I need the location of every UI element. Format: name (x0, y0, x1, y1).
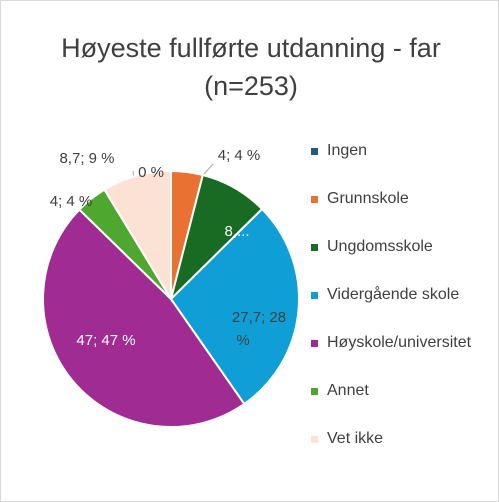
legend-item: Annet (311, 380, 477, 402)
legend-swatch (311, 148, 318, 155)
legend-swatch (311, 436, 318, 443)
pie-slice (103, 169, 172, 303)
data-label: 0 % (138, 164, 164, 181)
legend-label: Annet (327, 382, 369, 399)
data-label: 8,7; 9 % (59, 150, 114, 167)
data-label: 4; 4 % (218, 147, 261, 164)
legend-label: Ungdomsskole (327, 238, 433, 255)
data-label: 47; 47 % (76, 332, 135, 349)
legend-item: Høyskole/universitet (311, 332, 477, 354)
data-label-line: % (236, 332, 249, 349)
legend-label: Høyskole/universitet (327, 334, 472, 351)
pie-slice (42, 208, 246, 428)
legend-swatch (311, 244, 318, 251)
legend-label: Vet ikke (327, 430, 384, 447)
legend-label: Vidergående skole (327, 286, 460, 303)
legend-item: Ungdomsskole (311, 236, 477, 258)
data-label: 27,7; 28% (232, 309, 286, 349)
chart-title: Høyeste fullførte utdanning - far (n=253… (61, 33, 441, 101)
legend-swatch (311, 292, 318, 299)
legend-swatch (311, 196, 318, 203)
legend-label: Ingen (327, 142, 368, 159)
legend-item: Vet ikke (311, 428, 477, 450)
data-label-line: 27,7; 28 (232, 309, 286, 326)
pie-slice (169, 207, 300, 406)
legend-label: Grunnskole (327, 190, 409, 207)
legend-item: Ingen (311, 140, 477, 162)
legend-swatch (311, 340, 318, 347)
data-label: 8,... (224, 223, 249, 240)
legend-swatch (311, 388, 318, 395)
legend-item: Vidergående skole (311, 284, 477, 306)
legend: Ingen Grunnskole Ungdomsskole Vidergående s… (311, 140, 477, 450)
legend-item: Grunnskole (311, 188, 477, 210)
data-label: 4; 4 % (50, 193, 93, 210)
